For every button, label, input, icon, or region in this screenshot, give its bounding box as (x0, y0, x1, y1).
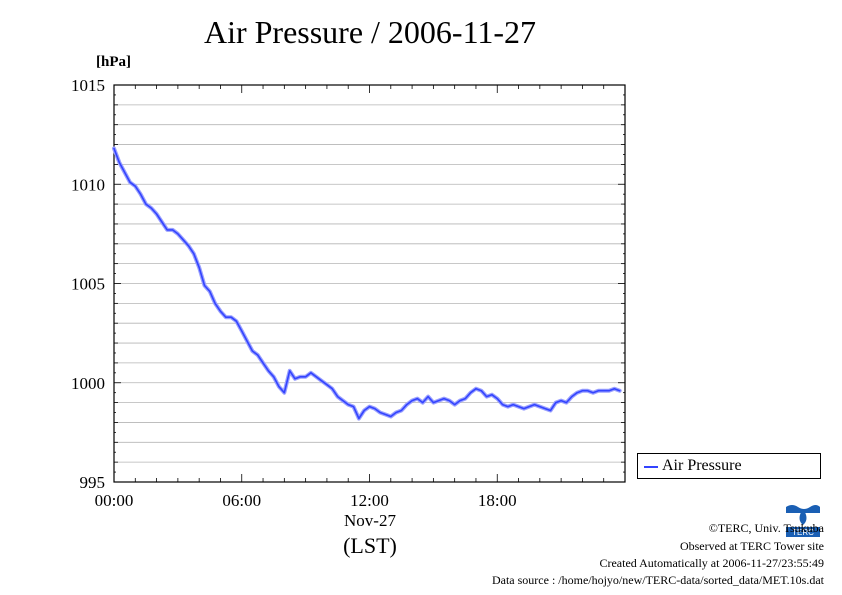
legend-label: Air Pressure (662, 457, 742, 474)
x-tick-label: 06:00 (222, 491, 261, 510)
footer-source: Data source : /home/hojyo/new/TERC-data/… (491, 573, 824, 587)
x-tick-label: 18:00 (478, 491, 517, 510)
x-tick-label: 00:00 (95, 491, 134, 510)
x-axis-timezone-label: (LST) (343, 533, 397, 558)
footer-copyright: ©TERC, Univ. Tsukuba (708, 521, 824, 535)
y-axis-label: [hPa] (96, 54, 131, 70)
terc-logo-icon: TERC (784, 503, 822, 537)
footer-observed: Observed at TERC Tower site (679, 539, 824, 553)
x-axis-date-label: Nov-27 (344, 511, 396, 530)
y-tick-label: 1015 (71, 76, 105, 95)
y-tick-label: 1000 (71, 374, 105, 393)
y-tick-label: 1010 (71, 175, 105, 194)
legend: Air Pressure (637, 453, 821, 479)
x-tick-labels: 00:00 06:00 12:00 18:00 (95, 491, 517, 510)
legend-swatch (644, 466, 658, 468)
y-tick-label: 995 (80, 473, 106, 492)
axis-ticks (113, 84, 626, 483)
chart-title: Air Pressure / 2006-11-27 (203, 14, 537, 50)
footer-created: Created Automatically at 2006-11-27/23:5… (599, 556, 824, 570)
y-tick-labels: 995 1000 1005 1010 1015 (71, 76, 105, 492)
series-layer (112, 146, 622, 421)
series-line (113, 147, 621, 420)
x-tick-label: 12:00 (350, 491, 389, 510)
logo-text: TERC (792, 528, 814, 537)
y-tick-label: 1005 (71, 275, 105, 294)
